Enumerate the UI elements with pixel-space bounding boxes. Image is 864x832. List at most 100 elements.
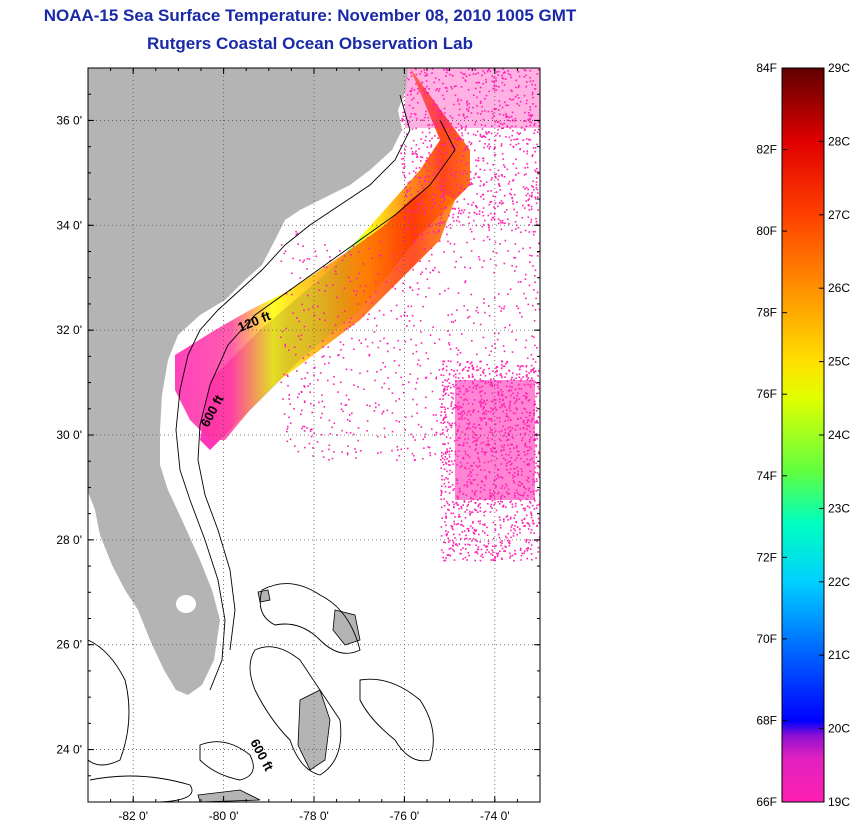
sst-speckle-dot [414,241,417,244]
sst-speckle-dot [355,457,357,459]
sst-speckle-dot [453,407,456,409]
sst-speckle-dot [534,269,537,272]
sst-speckle-dot [530,121,532,124]
sst-speckle-dot [464,537,466,540]
sst-speckle-dot [524,509,526,512]
sst-speckle-dot [471,183,474,185]
sst-speckle-dot [424,116,426,119]
sst-speckle-dot [407,305,409,308]
sst-speckle-dot [417,377,419,380]
sst-speckle-dot [448,382,451,384]
sst-speckle-dot [463,198,466,200]
sst-speckle-dot [502,202,504,204]
sst-speckle-dot [468,366,470,369]
sst-speckle-dot [448,215,450,217]
sst-speckle-dot [283,373,286,376]
lon-tick-label: -82 0' [118,809,148,823]
sst-speckle-dot [478,213,481,215]
sst-speckle-dot [525,85,528,88]
sst-speckle-dot [484,98,486,100]
sst-speckle-dot [453,132,456,135]
sst-speckle-dot [511,129,514,132]
sst-speckle-dot [525,125,528,127]
sst-speckle-dot [467,110,470,112]
sst-speckle-dot [468,530,470,532]
sst-speckle-dot [447,385,450,387]
sst-speckle-dot [392,285,394,288]
sst-speckle-dot [534,88,536,90]
sst-speckle-dot [440,114,443,116]
sst-speckle-dot [346,452,349,454]
sst-speckle-dot [445,71,448,74]
sst-speckle-dot [533,532,535,534]
sst-speckle-dot [308,442,311,445]
sst-speckle-dot [535,170,537,173]
sst-speckle-dot [374,402,377,404]
sst-speckle-dot [528,523,530,525]
sst-speckle-dot [497,552,500,555]
sst-speckle-dot [502,345,505,347]
lat-tick-label: 32 0' [56,323,82,337]
sst-speckle-dot [496,374,498,377]
sst-speckle-dot [483,544,485,547]
sst-speckle-dot [490,350,492,353]
sst-speckle-dot [536,504,538,507]
sst-speckle-dot [423,69,426,71]
sst-speckle-dot [532,80,534,82]
sst-speckle-dot [529,118,532,121]
sst-speckle-dot [529,106,531,108]
sst-speckle-dot [481,211,484,213]
sst-speckle-dot [292,312,294,314]
sst-speckle-dot [520,559,522,561]
sst-speckle-dot [500,145,503,147]
sst-speckle-dot [303,425,306,428]
sst-speckle-dot [450,173,452,175]
sst-speckle-dot [475,165,478,167]
sst-speckle-dot [464,280,467,282]
sst-speckle-dot [498,305,501,308]
sst-speckle-dot [443,389,446,392]
sst-speckle-dot [496,132,499,135]
sst-speckle-dot [444,408,446,411]
sst-speckle-dot [479,367,482,369]
sst-speckle-dot [296,317,298,319]
colorbar-f-label: 80F [756,224,777,238]
sst-speckle-dot [460,538,462,540]
sst-speckle-dot [373,410,376,412]
sst-speckle-dot [404,340,407,343]
sst-speckle-dot [355,451,357,453]
sst-speckle-dot [431,390,434,393]
sst-speckle-dot [446,87,448,89]
sst-speckle-dot [447,481,450,484]
sst-speckle-dot [460,507,463,510]
sst-speckle-dot [458,108,461,111]
sst-speckle-dot [424,139,427,142]
sst-speckle-dot [467,369,470,372]
sst-speckle-dot [478,504,480,506]
sst-speckle-dot [447,330,449,332]
sst-speckle-dot [427,357,429,360]
sst-speckle-dot [440,549,443,551]
sst-speckle-dot [498,184,500,186]
sst-speckle-dot [523,128,526,130]
sst-speckle-dot [458,543,461,545]
sst-speckle-dot [447,378,450,380]
contour-label-600ft-south: 600 ft [247,736,277,774]
sst-speckle-dot [516,211,518,214]
sst-speckle-dot [416,203,419,205]
sst-speckle-dot [479,133,482,136]
colorbar-c-label: 29C [828,61,850,75]
sst-speckle-dot [486,534,489,536]
sst-speckle-dot [534,275,536,277]
sst-speckle-dot [516,511,518,513]
colorbar-c-label: 19C [828,795,850,809]
sst-speckle-dot [443,207,445,210]
sst-speckle-dot [508,544,511,547]
sst-speckle-dot [498,100,501,102]
sst-speckle-dot [491,177,493,179]
sst-speckle-dot [320,416,322,419]
sst-speckle-dot [459,137,461,139]
sst-speckle-dot [488,225,490,227]
sst-speckle-dot [530,208,533,210]
sst-speckle-dot [507,532,510,535]
